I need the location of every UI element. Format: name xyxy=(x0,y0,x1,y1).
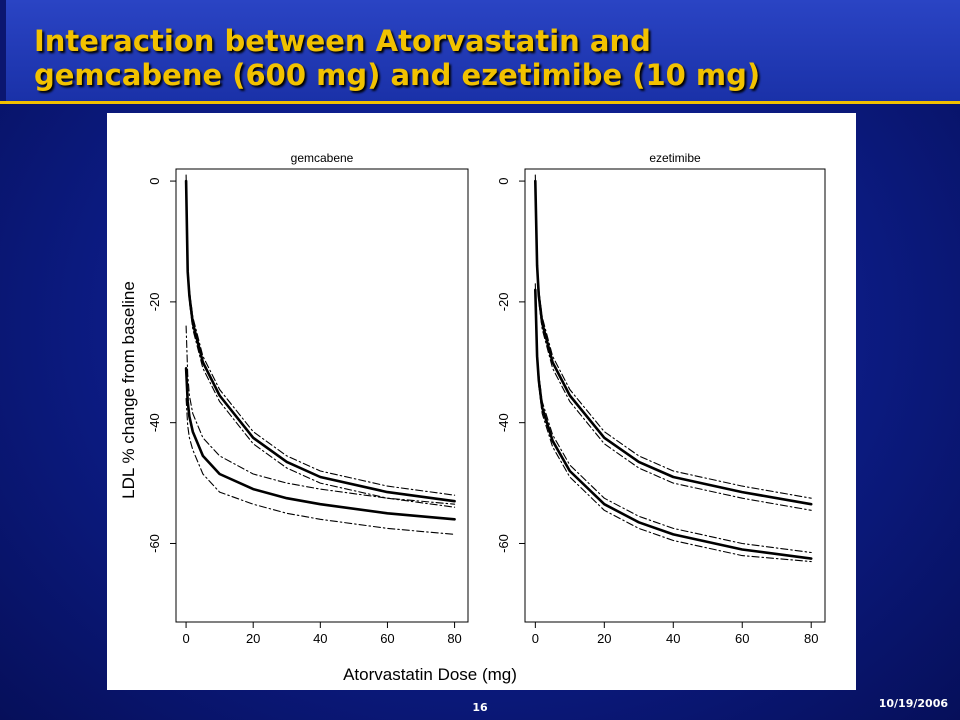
x-tick-label: 20 xyxy=(597,631,611,646)
panel-frame xyxy=(175,168,469,623)
panel-frame xyxy=(524,168,826,623)
series-line-3 xyxy=(533,288,813,560)
series-line-2 xyxy=(534,186,812,511)
panel-gemcabene: gemcabene 0 20 40 60 80 0 -20 -40 -60 xyxy=(147,151,469,646)
series-line-3 xyxy=(184,367,456,521)
series-line-5 xyxy=(534,295,812,563)
x-tick-label: 0 xyxy=(182,631,189,646)
y-tick-label: -60 xyxy=(496,534,511,553)
x-tick-label: 20 xyxy=(246,631,260,646)
x-tick-label: 60 xyxy=(380,631,394,646)
x-tick-label: 40 xyxy=(313,631,327,646)
x-tick-label: 40 xyxy=(666,631,680,646)
slide-title: Interaction between Atorvastatin and gem… xyxy=(34,24,760,92)
series-line-4 xyxy=(185,325,456,505)
slide-title-line-2: gemcabene (600 mg) and ezetimibe (10 mg) xyxy=(34,58,761,92)
y-tick-label: -40 xyxy=(147,413,162,432)
series-line-2 xyxy=(185,186,456,508)
series-line-1 xyxy=(185,174,456,496)
title-bar: Interaction between Atorvastatin and gem… xyxy=(0,0,960,104)
series-line-0 xyxy=(533,179,813,506)
y-tick-label: -60 xyxy=(147,534,162,553)
x-tick-label: 60 xyxy=(735,631,749,646)
y-tick-label: -20 xyxy=(496,292,511,311)
slide-title-line-1: Interaction between Atorvastatin and xyxy=(34,24,651,58)
slide-number: 16 xyxy=(472,701,488,714)
x-tick-label: 0 xyxy=(532,631,539,646)
ldl-dose-response-chart: gemcabene 0 20 40 60 80 0 -20 -40 -60 ezetimibe 0 20… xyxy=(119,151,826,684)
y-tick-label: 0 xyxy=(496,177,511,184)
x-tick-label: 80 xyxy=(804,631,818,646)
y-tick-label: -20 xyxy=(147,292,162,311)
series-line-4 xyxy=(534,283,812,554)
x-axis-label: Atorvastatin Dose (mg) xyxy=(343,665,517,684)
panel-ezetimibe: ezetimibe 0 20 40 60 80 0 -20 -40 -60 xyxy=(496,151,826,646)
panel-title: ezetimibe xyxy=(649,151,701,165)
y-axis-label: LDL % change from baseline xyxy=(119,281,138,499)
chart-panel: gemcabene 0 20 40 60 80 0 -20 -40 -60 ezetimibe 0 20… xyxy=(107,113,856,690)
panel-title: gemcabene xyxy=(291,151,354,165)
x-tick-label: 80 xyxy=(447,631,461,646)
series-line-1 xyxy=(534,174,812,499)
y-tick-label: -40 xyxy=(496,413,511,432)
series-line-5 xyxy=(185,397,456,535)
series-line-0 xyxy=(184,179,456,503)
slide-date: 10/19/2006 xyxy=(878,697,948,710)
y-tick-label: 0 xyxy=(147,177,162,184)
